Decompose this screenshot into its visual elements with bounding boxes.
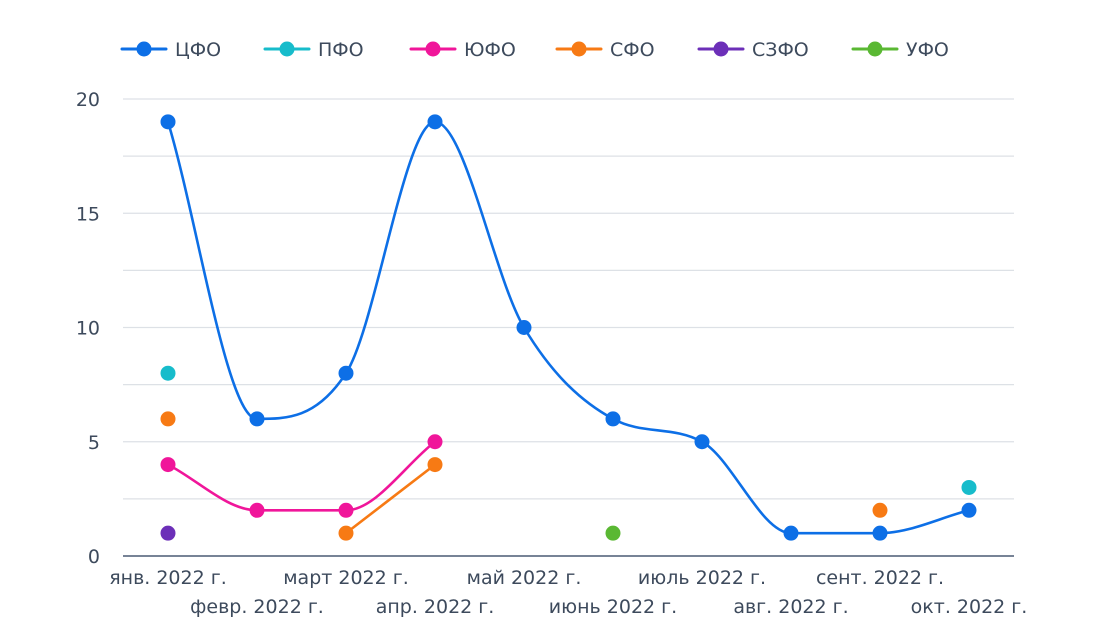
data-point-ЦФО[interactable] — [783, 525, 799, 541]
x-tick-label: июль 2022 г. — [638, 567, 766, 589]
legend-marker — [867, 41, 883, 57]
legend-marker — [136, 41, 152, 57]
legend-item-УФО[interactable]: УФО — [851, 39, 949, 61]
data-point-ЦФО[interactable] — [249, 411, 265, 427]
data-point-СФО[interactable] — [160, 411, 176, 427]
y-axis: 0 5 10 15 20 — [76, 89, 100, 568]
legend-label: ЮФО — [464, 39, 516, 61]
y-tick-label: 15 — [76, 203, 100, 225]
data-point-ЦФО[interactable] — [961, 502, 977, 518]
x-tick-label: сент. 2022 г. — [816, 567, 944, 589]
y-tick-label: 10 — [76, 318, 100, 340]
legend-label: СЗФО — [752, 39, 809, 61]
x-tick-label: июнь 2022 г. — [549, 596, 677, 618]
data-point-ЮФО[interactable] — [338, 502, 354, 518]
data-point-ЮФО[interactable] — [249, 502, 265, 518]
legend-label: ЦФО — [175, 39, 221, 61]
data-point-ЮФО[interactable] — [427, 434, 443, 450]
y-tick-label: 5 — [88, 432, 100, 454]
data-points — [160, 114, 977, 541]
data-point-ЦФО[interactable] — [160, 114, 176, 130]
legend-marker — [713, 41, 729, 57]
y-tick-label: 20 — [76, 89, 100, 111]
series-line-ЮФО — [166, 440, 437, 512]
legend: ЦФО ПФО ЮФО СФО СЗФО УФО — [120, 39, 949, 61]
data-point-УФО[interactable] — [605, 525, 621, 541]
x-axis: янв. 2022 г. февр. 2022 г. март 2022 г. апр… — [109, 555, 1028, 618]
legend-marker — [571, 41, 587, 57]
legend-item-СФО[interactable]: СФО — [555, 39, 655, 61]
legend-item-ЦФО[interactable]: ЦФО — [120, 39, 221, 61]
x-tick-label: авг. 2022 г. — [733, 596, 848, 618]
legend-marker — [279, 41, 295, 57]
data-point-СЗФО[interactable] — [160, 525, 176, 541]
legend-label: УФО — [906, 39, 949, 61]
x-tick-label: янв. 2022 г. — [109, 567, 227, 589]
data-point-ПФО[interactable] — [961, 479, 977, 495]
data-point-ПФО[interactable] — [160, 365, 176, 381]
legend-item-ПФО[interactable]: ПФО — [263, 39, 364, 61]
legend-item-ЮФО[interactable]: ЮФО — [409, 39, 516, 61]
x-tick-label: апр. 2022 г. — [376, 596, 495, 618]
legend-item-СЗФО[interactable]: СЗФО — [697, 39, 809, 61]
data-point-ЮФО[interactable] — [160, 457, 176, 473]
data-point-ЦФО[interactable] — [605, 411, 621, 427]
legend-marker — [425, 41, 441, 57]
legend-label: ПФО — [318, 39, 364, 61]
data-point-СФО[interactable] — [427, 457, 443, 473]
x-tick-label: май 2022 г. — [467, 567, 582, 589]
x-tick-label: февр. 2022 г. — [190, 596, 324, 618]
data-point-СФО[interactable] — [338, 525, 354, 541]
x-tick-label: март 2022 г. — [283, 567, 409, 589]
data-point-ЦФО[interactable] — [338, 365, 354, 381]
data-point-ЦФО[interactable] — [694, 434, 710, 450]
y-tick-label: 0 — [88, 546, 100, 568]
gridlines — [123, 98, 1014, 500]
data-point-ЦФО[interactable] — [872, 525, 888, 541]
data-point-ЦФО[interactable] — [516, 320, 532, 335]
data-point-СФО[interactable] — [872, 502, 888, 518]
legend-label: СФО — [610, 39, 655, 61]
x-tick-label: окт. 2022 г. — [911, 596, 1028, 618]
data-point-ЦФО[interactable] — [427, 114, 443, 130]
series-line-СФО — [344, 463, 437, 535]
